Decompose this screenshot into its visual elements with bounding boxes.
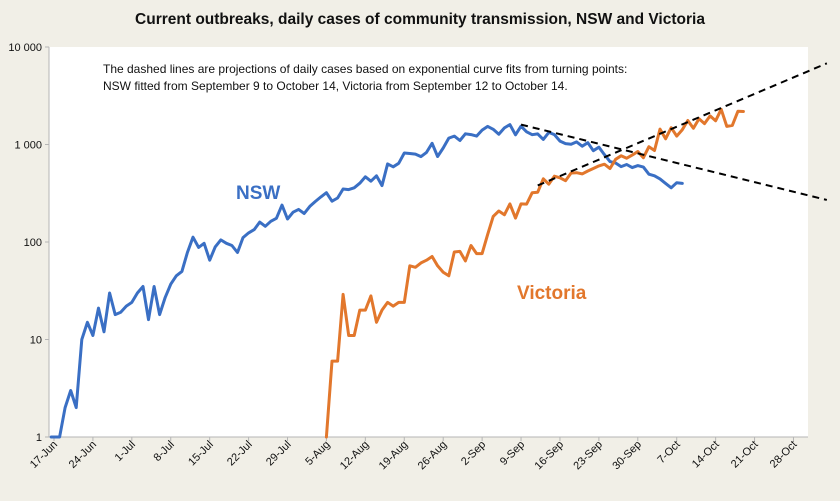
y-ticks: 1 10 100 1 000 10 000	[8, 42, 49, 444]
series-line-nsw	[49, 123, 684, 439]
y-tick-label: 100	[24, 237, 42, 249]
projection-line-nsw-projection	[520, 123, 828, 201]
plot-area	[49, 47, 808, 437]
annotation-line-1: The dashed lines are projections of dail…	[103, 62, 627, 76]
chart-title: Current outbreaks, daily cases of commun…	[135, 11, 705, 28]
annotation-line-2: NSW fitted from September 9 to October 1…	[103, 79, 568, 93]
y-tick-label: 1	[36, 432, 42, 444]
y-tick-label: 10	[30, 335, 42, 347]
series-label-nsw: NSW	[236, 183, 280, 204]
series-label-victoria: Victoria	[517, 283, 587, 304]
projection-line-victoria-projection	[537, 62, 828, 187]
y-tick-label: 10 000	[8, 42, 42, 54]
series-line-victoria	[324, 107, 745, 439]
series-layer	[49, 62, 828, 439]
y-tick-label: 1 000	[14, 140, 42, 152]
